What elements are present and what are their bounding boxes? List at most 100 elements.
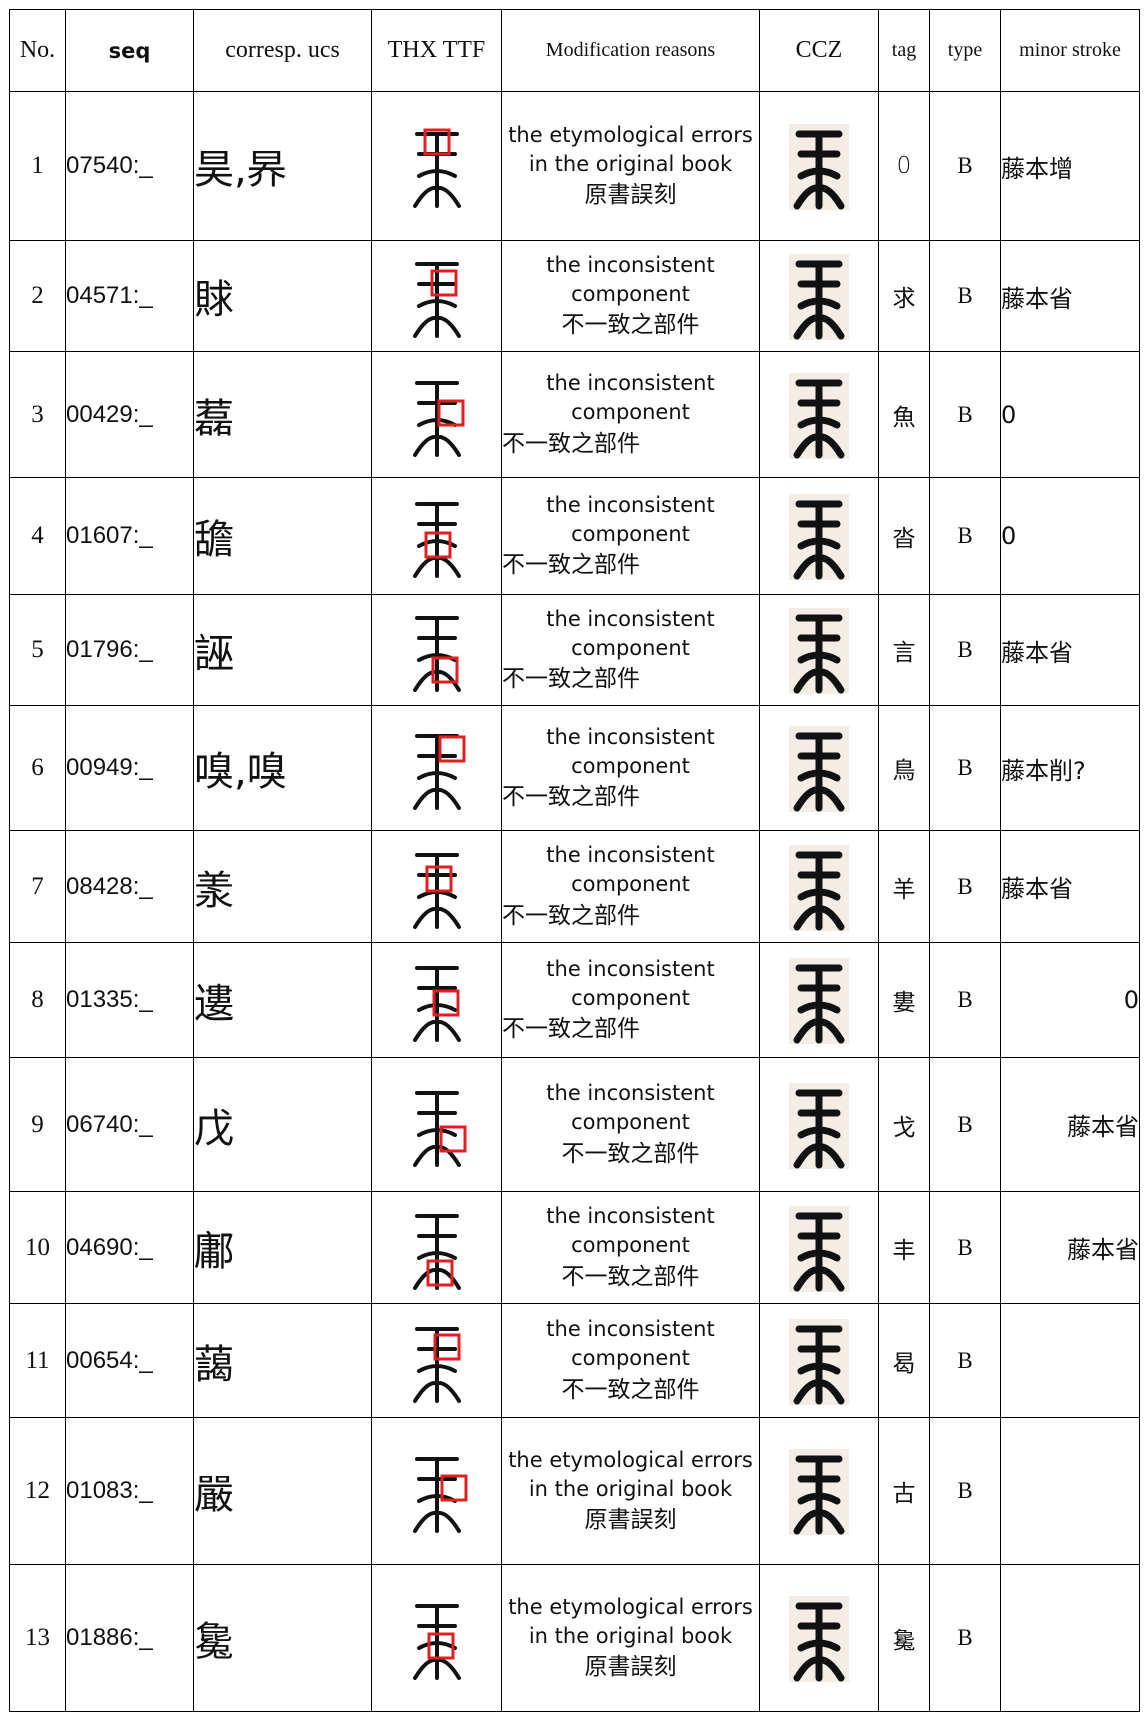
img-cell (371, 1057, 502, 1192)
ccz-glyph (789, 372, 849, 459)
reason-cell: the etymological errors in the original … (501, 1564, 760, 1712)
reason-zh: 不一致之部件 (502, 666, 640, 693)
img-cell (759, 705, 879, 831)
reason-en: the inconsistent component (546, 371, 715, 425)
tag-cell: 戈 (878, 1057, 930, 1192)
table-row: 13 01886:_ 毚 the etymological errors in the… (9, 1564, 1140, 1712)
seal-glyph (412, 966, 461, 1042)
ucs-cell: 戊 (193, 1057, 372, 1192)
img-cell (371, 1303, 502, 1418)
ccz-glyph (789, 124, 849, 210)
tag-cell: 古 (878, 1417, 930, 1565)
img-cell (759, 240, 879, 352)
img-cell (371, 594, 502, 706)
reason-cell: the etymological errors in the original … (501, 1417, 760, 1565)
reason-cell: the inconsistent component 不一致之部件 (501, 240, 760, 352)
seq-cell: 00949:_ (65, 705, 194, 831)
type-cell: B (929, 705, 1001, 831)
ccz-glyph (789, 608, 849, 694)
table-row: 7 08428:_ 羕 the inconsistent component 不一致之部… (9, 830, 1140, 943)
ucs-cell: 賕 (193, 240, 372, 352)
minor-cell: 藤本省 (1000, 1057, 1140, 1192)
column-header: Modification reasons (501, 9, 760, 92)
img-cell (759, 1303, 879, 1418)
type-cell: B (929, 1191, 1001, 1304)
tag-cell: 曷 (878, 1303, 930, 1418)
reason-en: the inconsistent component (546, 724, 715, 778)
reason-cell: the inconsistent component 不一致之部件 (501, 1191, 760, 1304)
ccz-glyph (789, 1596, 849, 1682)
ucs-cell: 嚴 (193, 1417, 372, 1565)
seq-cell: 01335:_ (65, 942, 194, 1058)
reason-zh: 不一致之部件 (561, 1140, 700, 1167)
ucs-cell: 毚 (193, 1564, 372, 1712)
tag-cell: 言 (878, 594, 930, 706)
img-cell (371, 942, 502, 1058)
img-cell (759, 91, 879, 241)
minor-cell: 藤本削? (1000, 705, 1140, 831)
reason-cell: the inconsistent component 不一致之部件 (501, 594, 760, 706)
tag-cell: 丰 (878, 1191, 930, 1304)
ucs-cell: 鄘 (193, 1191, 372, 1304)
tag-cell: 羊 (878, 830, 930, 943)
minor-cell: 藤本省 (1000, 594, 1140, 706)
reason-en: the inconsistent component (546, 1081, 715, 1135)
ccz-glyph (789, 726, 849, 812)
seq-cell: 08428:_ (65, 830, 194, 943)
reason-zh: 不一致之部件 (502, 784, 640, 811)
minor-cell: 0 (1000, 477, 1140, 595)
reason-cell: the inconsistent component 不一致之部件 (501, 942, 760, 1058)
minor-cell: 0 (1000, 942, 1140, 1058)
tag-cell: 魚 (878, 351, 930, 478)
column-header: minor stroke (1000, 9, 1140, 92)
img-cell (371, 1417, 502, 1565)
table-row: 12 01083:_ 嚴 the etymological errors in the… (9, 1417, 1140, 1565)
reason-en: the inconsistent component (546, 1204, 715, 1258)
img-cell (759, 1564, 879, 1712)
ucs-cell: 舚 (193, 477, 372, 595)
ccz-glyph (789, 494, 849, 580)
no-cell: 4 (9, 477, 66, 595)
seal-glyph (412, 852, 461, 929)
type-cell: B (929, 1303, 1001, 1418)
no-cell: 7 (9, 830, 66, 943)
type-cell: B (929, 594, 1001, 706)
seal-glyph (412, 1604, 461, 1680)
seal-glyph (412, 380, 464, 457)
no-cell: 9 (9, 1057, 66, 1192)
tag-cell: 求 (878, 240, 930, 352)
no-cell: 1 (9, 91, 66, 241)
no-cell: 6 (9, 705, 66, 831)
img-cell (371, 91, 502, 241)
type-cell: B (929, 477, 1001, 595)
header-row: No. seq corresp. ucs THX TTF Modification re… (9, 9, 1140, 92)
reason-en: the inconsistent component (546, 956, 715, 1010)
reason-cell: the inconsistent component 不一致之部件 (501, 705, 760, 831)
reason-cell: the inconsistent component 不一致之部件 (501, 477, 760, 595)
ccz-glyph (789, 1082, 849, 1169)
no-cell: 10 (9, 1191, 66, 1304)
minor-cell: 藤本省 (1000, 830, 1140, 943)
ucs-cell: 嗅,嗅 (193, 705, 372, 831)
img-cell (759, 942, 879, 1058)
reason-cell: the etymological errors in the original … (501, 91, 760, 241)
ucs-cell: 遱 (193, 942, 372, 1058)
seal-glyph (412, 1213, 461, 1290)
img-cell (759, 1417, 879, 1565)
img-cell (759, 351, 879, 478)
reason-zh: 不一致之部件 (502, 902, 640, 929)
tag-cell: 毚 (878, 1564, 930, 1712)
column-header: corresp. ucs (193, 9, 372, 92)
no-cell: 2 (9, 240, 66, 352)
minor-cell (1000, 1564, 1140, 1712)
reason-zh: 不一致之部件 (561, 1263, 700, 1290)
img-cell (371, 477, 502, 595)
reason-en: the etymological errors in the original … (508, 1594, 753, 1648)
reason-zh: 不一致之部件 (502, 552, 640, 579)
seq-cell: 07540:_ (65, 91, 194, 241)
table-body: 1 07540:_ 昊,昦 the etymological errors in th… (9, 91, 1140, 1712)
type-cell: B (929, 240, 1001, 352)
reason-zh: 不一致之部件 (502, 1016, 640, 1043)
img-cell (759, 1191, 879, 1304)
reason-en: the etymological errors in the original … (508, 122, 753, 176)
